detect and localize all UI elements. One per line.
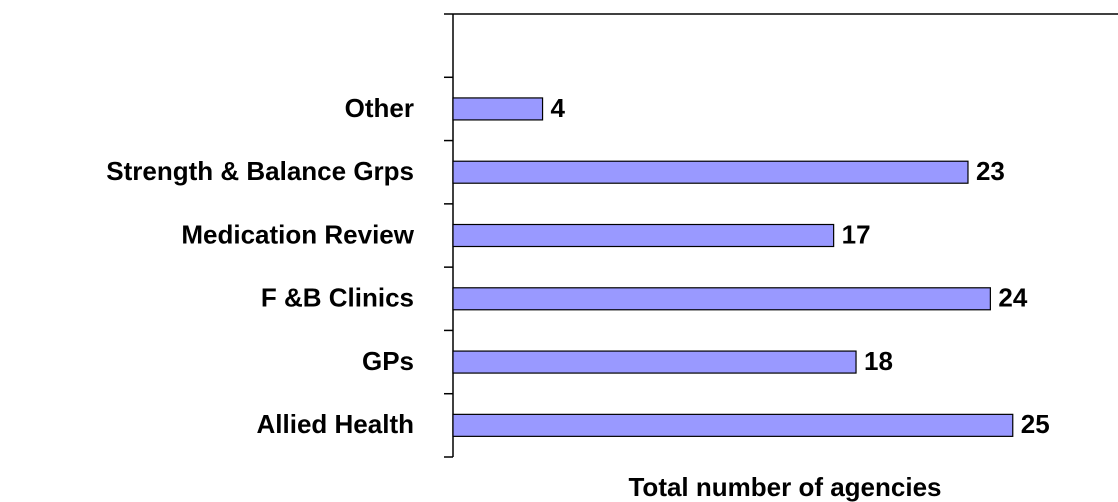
bar [452,223,835,248]
bar [452,413,1014,437]
bar [452,97,544,121]
y-tick-label: Other [345,93,414,123]
data-label: 17 [842,219,871,249]
y-tick-label: GPs [362,346,414,376]
bar [452,287,991,311]
data-label: 4 [551,93,566,123]
x-axis-label: Total number of agencies [628,472,941,502]
data-label: 23 [976,156,1005,186]
bar [452,350,857,374]
y-tick-label: Medication Review [181,219,414,249]
y-tick-label: F &B Clinics [261,283,414,313]
bar [452,160,969,184]
y-tick-label: Allied Health [257,409,414,439]
data-label: 25 [1021,409,1050,439]
data-label: 24 [998,283,1027,313]
y-tick-label: Strength & Balance Grps [106,156,414,186]
data-label: 18 [864,346,893,376]
